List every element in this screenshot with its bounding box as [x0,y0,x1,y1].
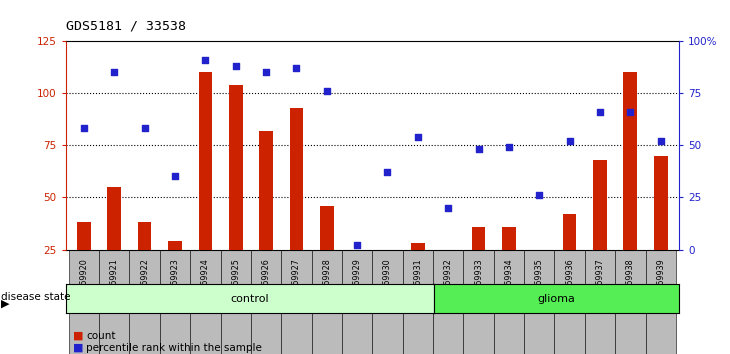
Point [473,147,485,152]
Point [109,69,120,75]
Bar [107,187,121,250]
Bar [654,156,667,250]
Text: ▶: ▶ [1,299,10,309]
Bar [259,131,273,250]
Point [260,69,272,75]
Point [139,126,150,131]
Text: GSM769922: GSM769922 [140,258,149,307]
Text: GSM769928: GSM769928 [322,258,331,307]
Text: count: count [86,331,115,341]
Bar [138,222,151,250]
Bar [320,206,334,250]
Point [503,144,515,150]
Text: GSM769930: GSM769930 [383,258,392,307]
Text: GSM769935: GSM769935 [535,258,544,307]
Text: GSM769938: GSM769938 [626,258,635,307]
FancyBboxPatch shape [433,250,464,354]
Text: ■: ■ [73,343,83,353]
FancyBboxPatch shape [585,250,615,354]
FancyBboxPatch shape [464,250,493,354]
Bar [593,160,607,250]
FancyBboxPatch shape [99,250,129,354]
Text: GSM769921: GSM769921 [110,258,119,307]
FancyBboxPatch shape [493,250,524,354]
FancyBboxPatch shape [281,250,312,354]
Text: GSM769931: GSM769931 [413,258,423,307]
Bar [229,85,242,250]
FancyBboxPatch shape [372,250,403,354]
Text: control: control [231,294,269,304]
FancyBboxPatch shape [220,250,251,354]
Point [442,205,454,211]
Text: GSM769924: GSM769924 [201,258,210,307]
Point [564,138,575,144]
Point [169,173,181,179]
FancyBboxPatch shape [69,250,99,354]
FancyBboxPatch shape [160,250,190,354]
FancyBboxPatch shape [615,250,645,354]
FancyBboxPatch shape [524,250,555,354]
Text: GSM769937: GSM769937 [596,258,604,307]
FancyBboxPatch shape [190,250,220,354]
Bar [290,108,303,250]
Text: ■: ■ [73,331,83,341]
Point [412,134,423,139]
FancyBboxPatch shape [312,250,342,354]
Point [594,109,606,115]
Text: GSM769923: GSM769923 [171,258,180,307]
Point [655,138,666,144]
FancyBboxPatch shape [555,250,585,354]
Text: percentile rank within the sample: percentile rank within the sample [86,343,262,353]
FancyBboxPatch shape [129,250,160,354]
Text: GSM769936: GSM769936 [565,258,574,307]
Bar [168,241,182,250]
Text: GSM769927: GSM769927 [292,258,301,307]
Bar [411,243,425,250]
Text: GSM769926: GSM769926 [261,258,271,307]
Text: GDS5181 / 33538: GDS5181 / 33538 [66,19,185,33]
Text: GSM769932: GSM769932 [444,258,453,307]
FancyBboxPatch shape [342,250,372,354]
Point [321,88,333,94]
Text: GSM769933: GSM769933 [474,258,483,307]
Bar [623,72,637,250]
Text: disease state: disease state [1,292,71,302]
Point [199,57,211,62]
Point [291,65,302,71]
Text: GSM769925: GSM769925 [231,258,240,307]
Point [382,170,393,175]
Point [351,242,363,248]
FancyBboxPatch shape [645,250,676,354]
Point [624,109,636,115]
Point [78,126,90,131]
Bar [502,227,515,250]
Text: GSM769929: GSM769929 [353,258,361,307]
FancyBboxPatch shape [403,250,433,354]
Text: GSM769939: GSM769939 [656,258,665,307]
Point [534,193,545,198]
Text: GSM769920: GSM769920 [80,258,88,307]
Bar [199,72,212,250]
Bar [472,227,485,250]
Bar [77,222,91,250]
Text: glioma: glioma [537,294,575,304]
FancyBboxPatch shape [251,250,281,354]
Text: GSM769934: GSM769934 [504,258,513,307]
Point [230,63,242,69]
Bar [563,214,577,250]
